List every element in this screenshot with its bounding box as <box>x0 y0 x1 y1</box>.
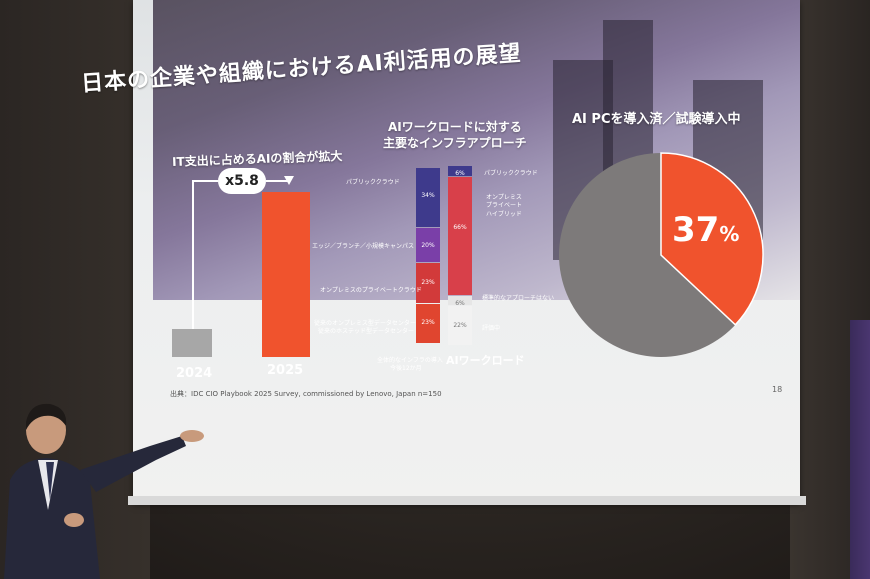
left-stack-caption-2: 今後12か月 <box>390 365 422 372</box>
ai-pc-percent-number: 37 <box>672 210 720 250</box>
arrow-head-icon <box>284 176 294 185</box>
left-seg-public-cloud: 34% <box>416 168 440 227</box>
left-stack-caption-1: 全体的なインフラの導入 <box>377 357 443 364</box>
right-label-private: プライベート <box>486 202 523 209</box>
left-label-public-cloud: パブリッククラウド <box>346 179 400 186</box>
segment-percent-label: 23% <box>421 278 435 286</box>
left-seg-edge: 20% <box>416 227 440 263</box>
left-label-hosted-dc: 従来のホステッド型データセンター <box>318 328 415 335</box>
right-label-hybrid: ハイブリッド <box>486 211 522 218</box>
bar-label-2024: 2024 <box>176 366 213 381</box>
left-seg-private-cloud: 23% <box>416 263 440 303</box>
right-seg-onprem-hybrid: 66% <box>448 176 472 295</box>
ai-pc-percent: 37% <box>672 210 739 250</box>
left-label-onprem-dc: 従来のオンプレミス型データセンター <box>314 320 416 327</box>
right-seg-no-standard: 6% <box>448 295 472 307</box>
right-label-onprem: オンプレミス <box>486 194 522 201</box>
growth-arrow-right <box>266 180 288 182</box>
right-label-evaluating: 評価中 <box>482 325 501 332</box>
ai-pc-percent-unit: % <box>719 222 740 246</box>
infra-subtitle-line2: 主要なインフラアプローチ <box>383 136 527 150</box>
right-label-public-cloud: パブリッククラウド <box>484 170 538 177</box>
segment-percent-label: 6% <box>455 299 465 307</box>
segment-percent-label: 23% <box>421 319 435 327</box>
bar-label-2025: 2025 <box>267 363 304 378</box>
infra-subtitle-line1: AIワークロードに対する <box>388 120 522 134</box>
right-seg-public-cloud: 6% <box>448 166 472 177</box>
segment-percent-label: 20% <box>421 241 435 249</box>
left-label-private-cloud: オンプレミスのプライベートクラウド <box>320 287 422 294</box>
left-seg-traditional-dc: 23% <box>416 303 440 343</box>
stack-ai-workload: 6% 66% 6% 22% <box>448 166 472 346</box>
bar-2024 <box>172 329 212 357</box>
slide-source: 出典：IDC CIO Playbook 2025 Survey, commiss… <box>170 390 442 398</box>
growth-arrow-left <box>192 180 218 332</box>
ai-pc-subtitle: AI PCを導入済／試験導入中 <box>572 112 741 127</box>
right-label-no-standard: 標準的なアプローチはない <box>482 295 555 302</box>
right-stack-caption: AIワークロード <box>446 354 525 367</box>
segment-percent-label: 34% <box>421 191 435 199</box>
screen-bottom-bar <box>128 496 806 505</box>
slide-page-number: 18 <box>772 385 783 394</box>
bar-2025 <box>262 192 310 357</box>
presenter <box>4 403 204 579</box>
stack-overall-infra: 34% 20% 23% 23% <box>416 168 440 344</box>
pie-slice-ai-pc <box>660 152 764 326</box>
purple-banner-stand <box>850 320 870 579</box>
multiplier-badge: x5.8 <box>218 168 266 194</box>
ai-pc-pie-chart <box>558 150 768 360</box>
segment-percent-label: 22% <box>453 321 467 329</box>
segment-percent-label: 66% <box>453 223 467 231</box>
right-seg-evaluating: 22% <box>448 306 472 345</box>
left-label-edge: エッジ／ブランチ／小規模キャンパス <box>312 243 415 250</box>
segment-percent-label: 6% <box>455 169 465 177</box>
